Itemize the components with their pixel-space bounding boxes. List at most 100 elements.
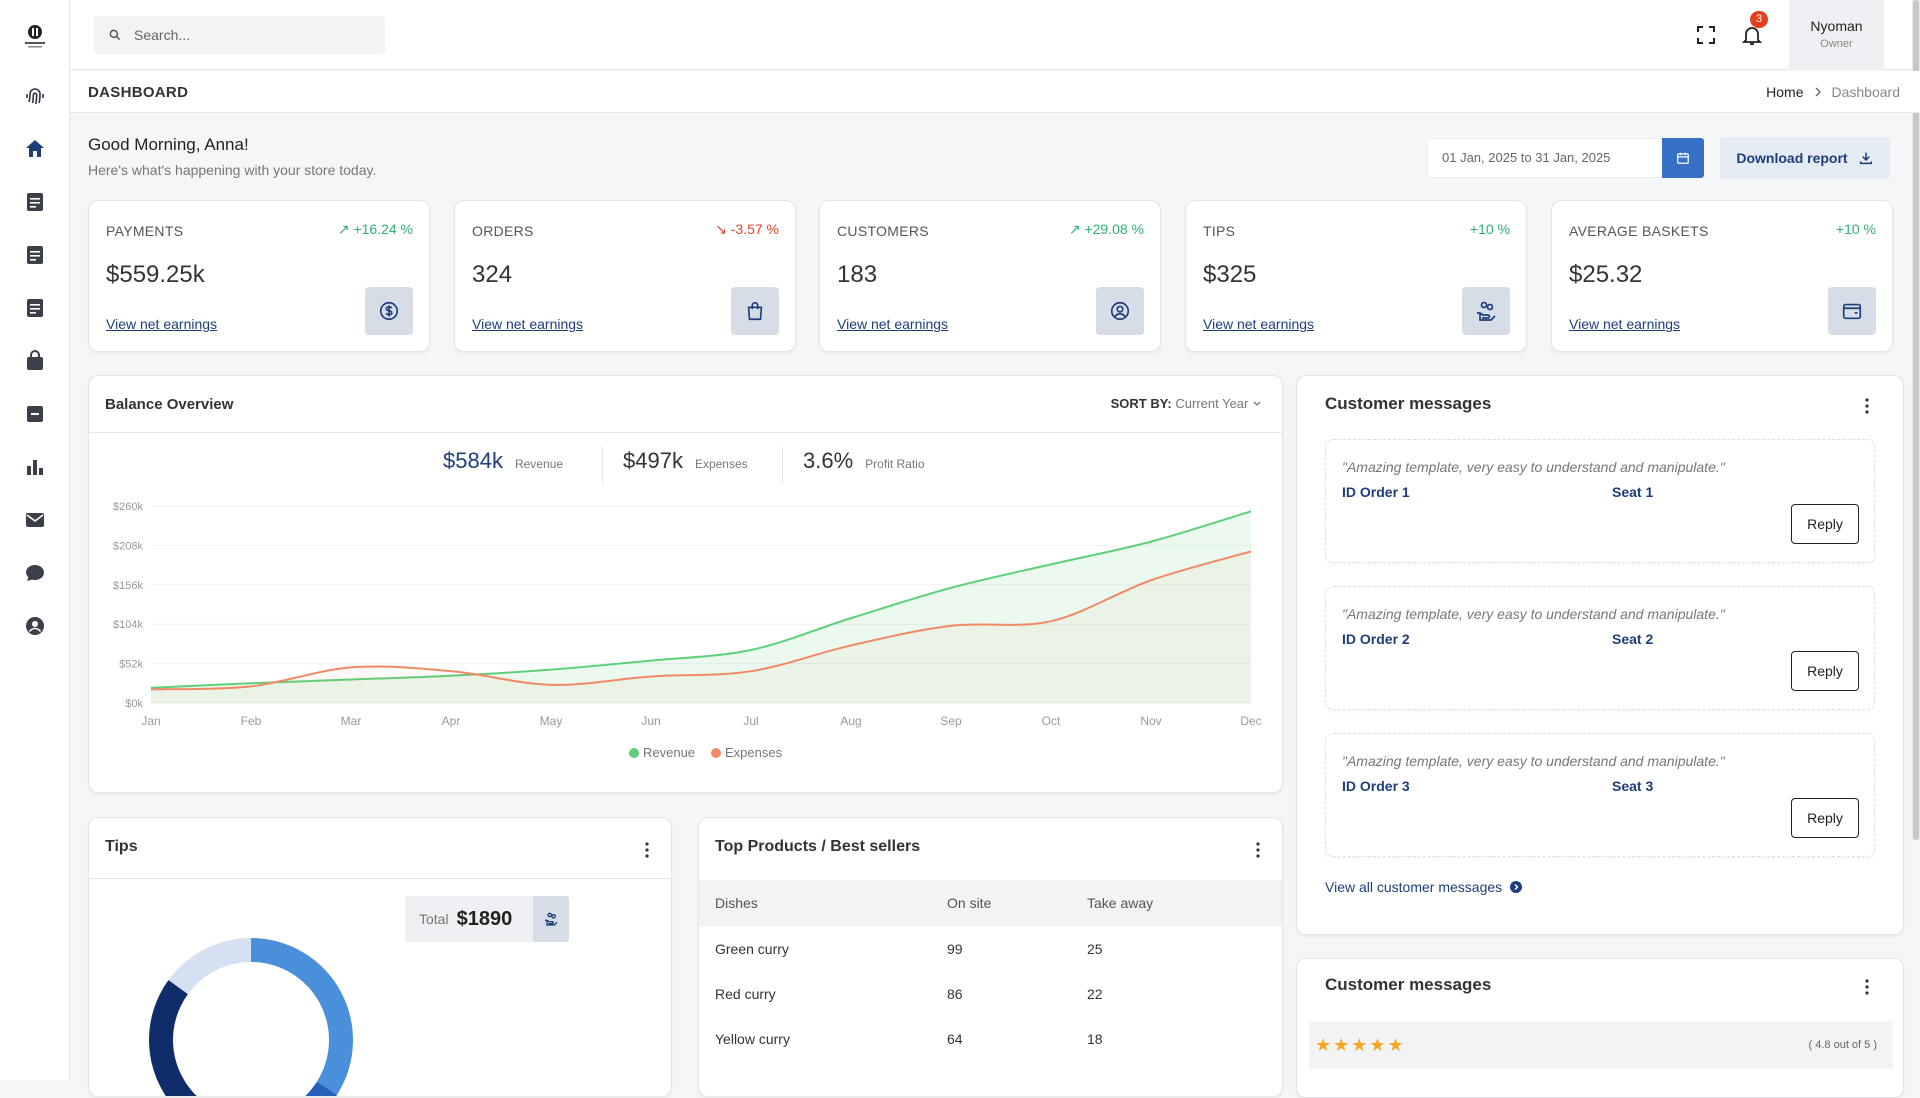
table-row[interactable]: Green curry 99 25 [699,926,1282,971]
table-cell: Red curry [715,985,776,1002]
scrollbar-thumb[interactable] [1913,0,1919,840]
sidebar [0,0,70,1080]
date-range-input[interactable]: 01 Jan, 2025 to 31 Jan, 2025 [1427,138,1663,178]
page-title: DASHBOARD [88,84,189,101]
column-header[interactable]: Dishes [699,880,931,926]
stat-change: ↗ +16.24 % [337,221,413,237]
x-tick-label: Mar [341,714,362,728]
greeting-subtitle: Here's what's happening with your store … [88,162,377,178]
minus-square-icon[interactable] [23,402,47,426]
message-seat[interactable]: Seat 2 [1612,631,1654,647]
y-tick-label: $156k [113,580,143,592]
chevron-right-icon [1815,87,1821,97]
view-net-earnings-link[interactable]: View net earnings [1569,316,1681,332]
stat-value: $559.25k [106,261,205,288]
view-net-earnings-link[interactable]: View net earnings [1203,316,1315,332]
home-icon[interactable] [23,137,47,161]
x-tick-label: May [540,714,563,728]
bar-chart-icon[interactable] [23,455,47,479]
message-order-id[interactable]: ID Order 2 [1342,631,1410,647]
column-header[interactable]: Take away [1071,880,1282,926]
document-icon[interactable] [23,190,47,214]
y-tick-label: $208k [113,540,143,552]
legend-label[interactable]: Revenue [643,745,695,760]
more-options-icon[interactable] [1857,396,1877,416]
star-rating-icon: ★★★★★ [1315,1034,1406,1055]
view-all-messages-link[interactable]: View all customer messages [1325,879,1523,895]
message-quote: "Amazing template, very easy to understa… [1342,606,1725,622]
products-table: Dishes On site Take away Green curry 99 … [699,880,1282,1061]
series-line-expenses [150,550,1252,691]
view-net-earnings-link[interactable]: View net earnings [106,316,218,332]
more-options-icon[interactable] [637,840,657,860]
sort-by-dropdown[interactable]: SORT BY: Current Year [1111,396,1262,411]
mail-icon[interactable] [23,508,47,532]
breadcrumb-current: Dashboard [1831,84,1901,100]
document-icon[interactable] [23,243,47,267]
message-card: "Amazing template, very easy to understa… [1325,733,1875,857]
download-report-button[interactable]: Download report [1720,137,1890,179]
calendar-button[interactable] [1662,138,1704,178]
view-all-messages-label: View all customer messages [1325,879,1503,895]
document-icon[interactable] [23,296,47,320]
kpi-label: Profit Ratio [865,457,925,471]
search-input[interactable] [132,26,362,44]
column-header[interactable]: On site [931,880,1071,926]
user-circle-icon[interactable] [23,614,47,638]
chat-bubble-icon[interactable] [23,561,47,585]
customer-reviews-panel: Customer messages ★★★★★ ( 4.8 out of 5 ) [1296,958,1904,1098]
balance-overview-panel: Balance Overview SORT BY: Current Year $… [88,375,1283,793]
rating-summary: ★★★★★ ( 4.8 out of 5 ) [1309,1021,1893,1069]
x-tick-label: Dec [1240,714,1261,728]
panel-title: Top Products / Best sellers [715,838,921,855]
legend-label[interactable]: Expenses [725,745,783,760]
reply-button[interactable]: Reply [1791,504,1859,544]
stat-change: +10 % [1835,221,1876,237]
message-card: "Amazing template, very easy to understa… [1325,439,1875,563]
series-area-expenses [151,551,1251,703]
breadcrumb-home[interactable]: Home [1766,84,1804,100]
hand-coins-icon [1462,287,1510,335]
search-box[interactable] [94,16,385,54]
x-tick-label: Aug [840,714,861,728]
x-tick-label: Apr [442,714,461,728]
kpi-value: $584k [443,448,503,473]
total-label: Total [419,911,449,927]
legend-marker [711,748,721,758]
rating-text: ( 4.8 out of 5 ) [1808,1039,1877,1051]
message-seat[interactable]: Seat 3 [1612,778,1654,794]
top-bar: 3 Nyoman Owner [70,0,1920,70]
stat-label: CUSTOMERS [837,223,929,239]
kpi-expenses: $497k Expenses [623,448,748,474]
stat-card-customers: CUSTOMERS ↗ +29.08 % 183 View net earnin… [819,200,1161,352]
bell-icon[interactable] [1740,23,1764,47]
x-tick-label: Jan [141,714,160,728]
scrollbar[interactable] [1912,0,1920,840]
kpi-value: $497k [623,448,683,473]
stat-change: ↗ +29.08 % [1068,221,1144,237]
shopping-bag-icon[interactable] [23,349,47,373]
more-options-icon[interactable] [1857,977,1877,997]
search-icon [109,29,121,41]
reply-button[interactable]: Reply [1791,798,1859,838]
arrow-circle-icon [1510,881,1523,893]
view-net-earnings-link[interactable]: View net earnings [837,316,949,332]
table-cell: Green curry [715,940,789,957]
view-net-earnings-link[interactable]: View net earnings [472,316,584,332]
more-options-icon[interactable] [1248,840,1268,860]
reply-button[interactable]: Reply [1791,651,1859,691]
user-menu[interactable]: Nyoman Owner [1789,0,1884,70]
fingerprint-icon[interactable] [23,84,47,108]
restaurant-logo-icon[interactable] [19,20,51,52]
fullscreen-icon[interactable] [1694,23,1718,47]
table-row[interactable]: Yellow curry 64 18 [699,1016,1282,1061]
top-products-panel: Top Products / Best sellers Dishes On si… [698,817,1283,1097]
stat-card-tips: TIPS +10 % $325 View net earnings [1185,200,1527,352]
legend-marker [629,748,639,758]
message-order-id[interactable]: ID Order 1 [1342,484,1410,500]
message-order-id[interactable]: ID Order 3 [1342,778,1410,794]
stat-label: ORDERS [472,223,534,239]
message-seat[interactable]: Seat 1 [1612,484,1654,500]
table-row[interactable]: Red curry 86 22 [699,971,1282,1016]
x-tick-label: Jun [641,714,660,728]
